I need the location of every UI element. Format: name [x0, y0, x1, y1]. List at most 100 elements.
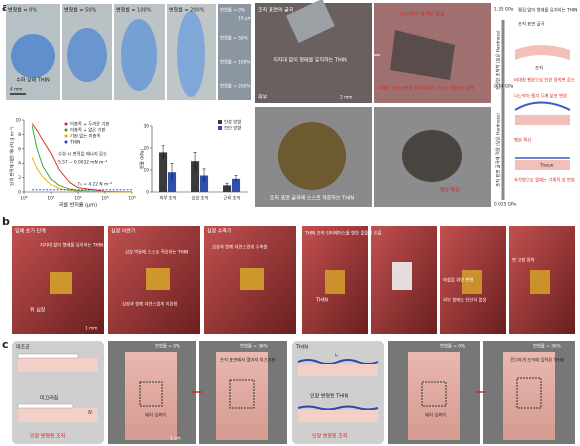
photo-text: 심장과 함께 자연스럽게 수축함 [212, 244, 268, 251]
y-tick-label: 30 [144, 124, 150, 130]
diagram-text: 대조군 [16, 344, 30, 351]
film-caption: 수화 상태 THIN [16, 77, 50, 84]
diagram-text: 비대칭 팽윤으로 인한 접착면 감소 [514, 77, 575, 84]
micrograph [218, 4, 251, 100]
tissue-shape [515, 45, 570, 60]
y-axis-label: 단위 면적에 대한 에너지 (J m⁻²) [9, 126, 16, 185]
diagram-text: 인장 변형된 조직 [312, 433, 347, 440]
film [67, 28, 107, 82]
diagram-text: l₀ [335, 353, 338, 359]
surgery-photos [12, 226, 575, 334]
photo-text: 심장 이완기 [111, 228, 136, 235]
strain-label: 변형률 = 200% [220, 83, 250, 90]
error-bar [234, 175, 238, 183]
y-tick-label: 0 [18, 190, 21, 196]
photo-text: 견고하게 조직에 밀착된 THIN [510, 357, 564, 364]
y-axis-label: 영률 (kPa) [139, 149, 146, 169]
legend-swatch [218, 126, 222, 130]
legend-label: 기판 없는 미충족 [70, 133, 100, 140]
error-bar [225, 182, 229, 188]
film-photos [6, 4, 251, 100]
legend-label: THIN [69, 140, 80, 146]
x-tick-label: 10³ [101, 196, 108, 202]
annotation: 수화 시 면적을 에너지 감소 [58, 151, 107, 158]
mechanism-diagram [501, 20, 571, 200]
tissue-shape [515, 115, 570, 125]
bar [168, 172, 177, 192]
panel-label: c [2, 338, 9, 351]
y-tick-label: 10 [144, 168, 150, 174]
scale-label: 1 cm [170, 436, 181, 442]
film [50, 272, 72, 294]
strain-label: 변형률 = 0% [155, 343, 180, 350]
photo-text: 심장 박동에 스스로 적응하는 THIN [125, 249, 188, 256]
error-bar [161, 145, 165, 159]
film-label: 변형률 = 0% [8, 7, 37, 14]
film-shape [514, 101, 571, 111]
x-tick-label: 피부 조직 [159, 195, 176, 202]
series-line [31, 157, 133, 193]
tissue-photo [125, 352, 177, 440]
diagram-text: 나노막이 찢겨 두께 분포 변화 [514, 93, 567, 100]
legend-swatch [64, 140, 68, 144]
tissue-shape [298, 410, 378, 422]
photo-text: 미세한 조직 표면의 굴곡에 따라 스스로 적응하는 접착 [378, 85, 475, 92]
film-label: 변형률 = 200% [169, 7, 205, 14]
error-bar [202, 168, 206, 183]
legend-swatch [218, 120, 222, 124]
photo-text: 지지대 없이 형태를 유지하는 THIN [40, 242, 103, 249]
strain-label: 변형률 = 36% [240, 343, 268, 350]
photo-text: 외부 힘에도 단단히 붙음 [443, 297, 487, 304]
film-outline [516, 377, 542, 409]
photo-text: 나노막이 찢겨는 현상 [400, 11, 445, 18]
film [402, 130, 462, 182]
photo-text: 지지대 없이 형태를 유지하는 THIN [273, 57, 347, 64]
axis-label: 조직 표면 굴곡에 적응 (낮은 Hardness) [495, 113, 502, 187]
film-label: 변형률 = 100% [116, 7, 152, 14]
diagram-text: 팽윤 확산 [514, 137, 531, 144]
bar [232, 178, 241, 192]
x-tick-label: 10¹ [47, 196, 54, 202]
diagram-text: 조직 [535, 65, 543, 72]
tissue-photo [503, 352, 555, 440]
photo-text: 조직 표면에서 떨어져 미끄러짐 [220, 357, 276, 364]
diagram-text: 육각형으로 팔레는 기계적 성 변화 [514, 177, 575, 184]
energy-chart: 10⁰ 10¹ 10² 10³ 10⁴ 0 2 4 6 8 10 곡률 반지름 (μm) 단위 면적에 … [9, 118, 136, 209]
y-tick-label: 0 [146, 190, 149, 196]
y-tick-label: 8 [18, 132, 21, 138]
diagram-title: 찢김 없이 형태를 유지하는 THIN [518, 7, 577, 14]
x-tick-label: 근육 조직 [223, 195, 240, 202]
scale-label: 4 mm [10, 87, 22, 93]
film-shape [17, 353, 79, 359]
tissue-shape [298, 364, 378, 376]
strain-label: 변형률 = 0% [440, 343, 465, 350]
bar [191, 161, 200, 192]
film-shape [297, 359, 379, 365]
scale-label: 1 mm [85, 326, 97, 332]
annotation: 5.57 − 0.0032 mN m⁻² [58, 160, 108, 166]
film [325, 270, 345, 294]
film [462, 270, 482, 294]
x-tick-label: 10² [74, 196, 81, 202]
legend-label: 미충족 + 두꺼운 기판 [70, 121, 109, 128]
film-shape [17, 403, 74, 409]
y-tick-label: 10 [16, 118, 22, 124]
film-outline [229, 379, 255, 409]
y-tick-label: 20 [144, 146, 150, 152]
panel-label: b [2, 215, 10, 228]
film [390, 30, 455, 80]
legend-swatch [64, 122, 68, 126]
y-tick-label: 6 [18, 146, 21, 152]
stretch-diagrams [12, 341, 575, 444]
photo-text: 돼지 심외막 [145, 412, 166, 419]
diagram-text: THIN [295, 345, 308, 351]
film [177, 11, 205, 97]
legend-label: 미충족 + 얇은 기판 [70, 127, 105, 134]
diagram-text: 인장 변형된 THIN [310, 393, 348, 400]
photo-text: 심장과 함께 자연스럽게 이완함 [122, 301, 178, 308]
tissue-shape [18, 408, 98, 422]
swab [392, 262, 412, 290]
x-tick-label: 10⁴ [128, 196, 135, 202]
bar [223, 185, 232, 192]
